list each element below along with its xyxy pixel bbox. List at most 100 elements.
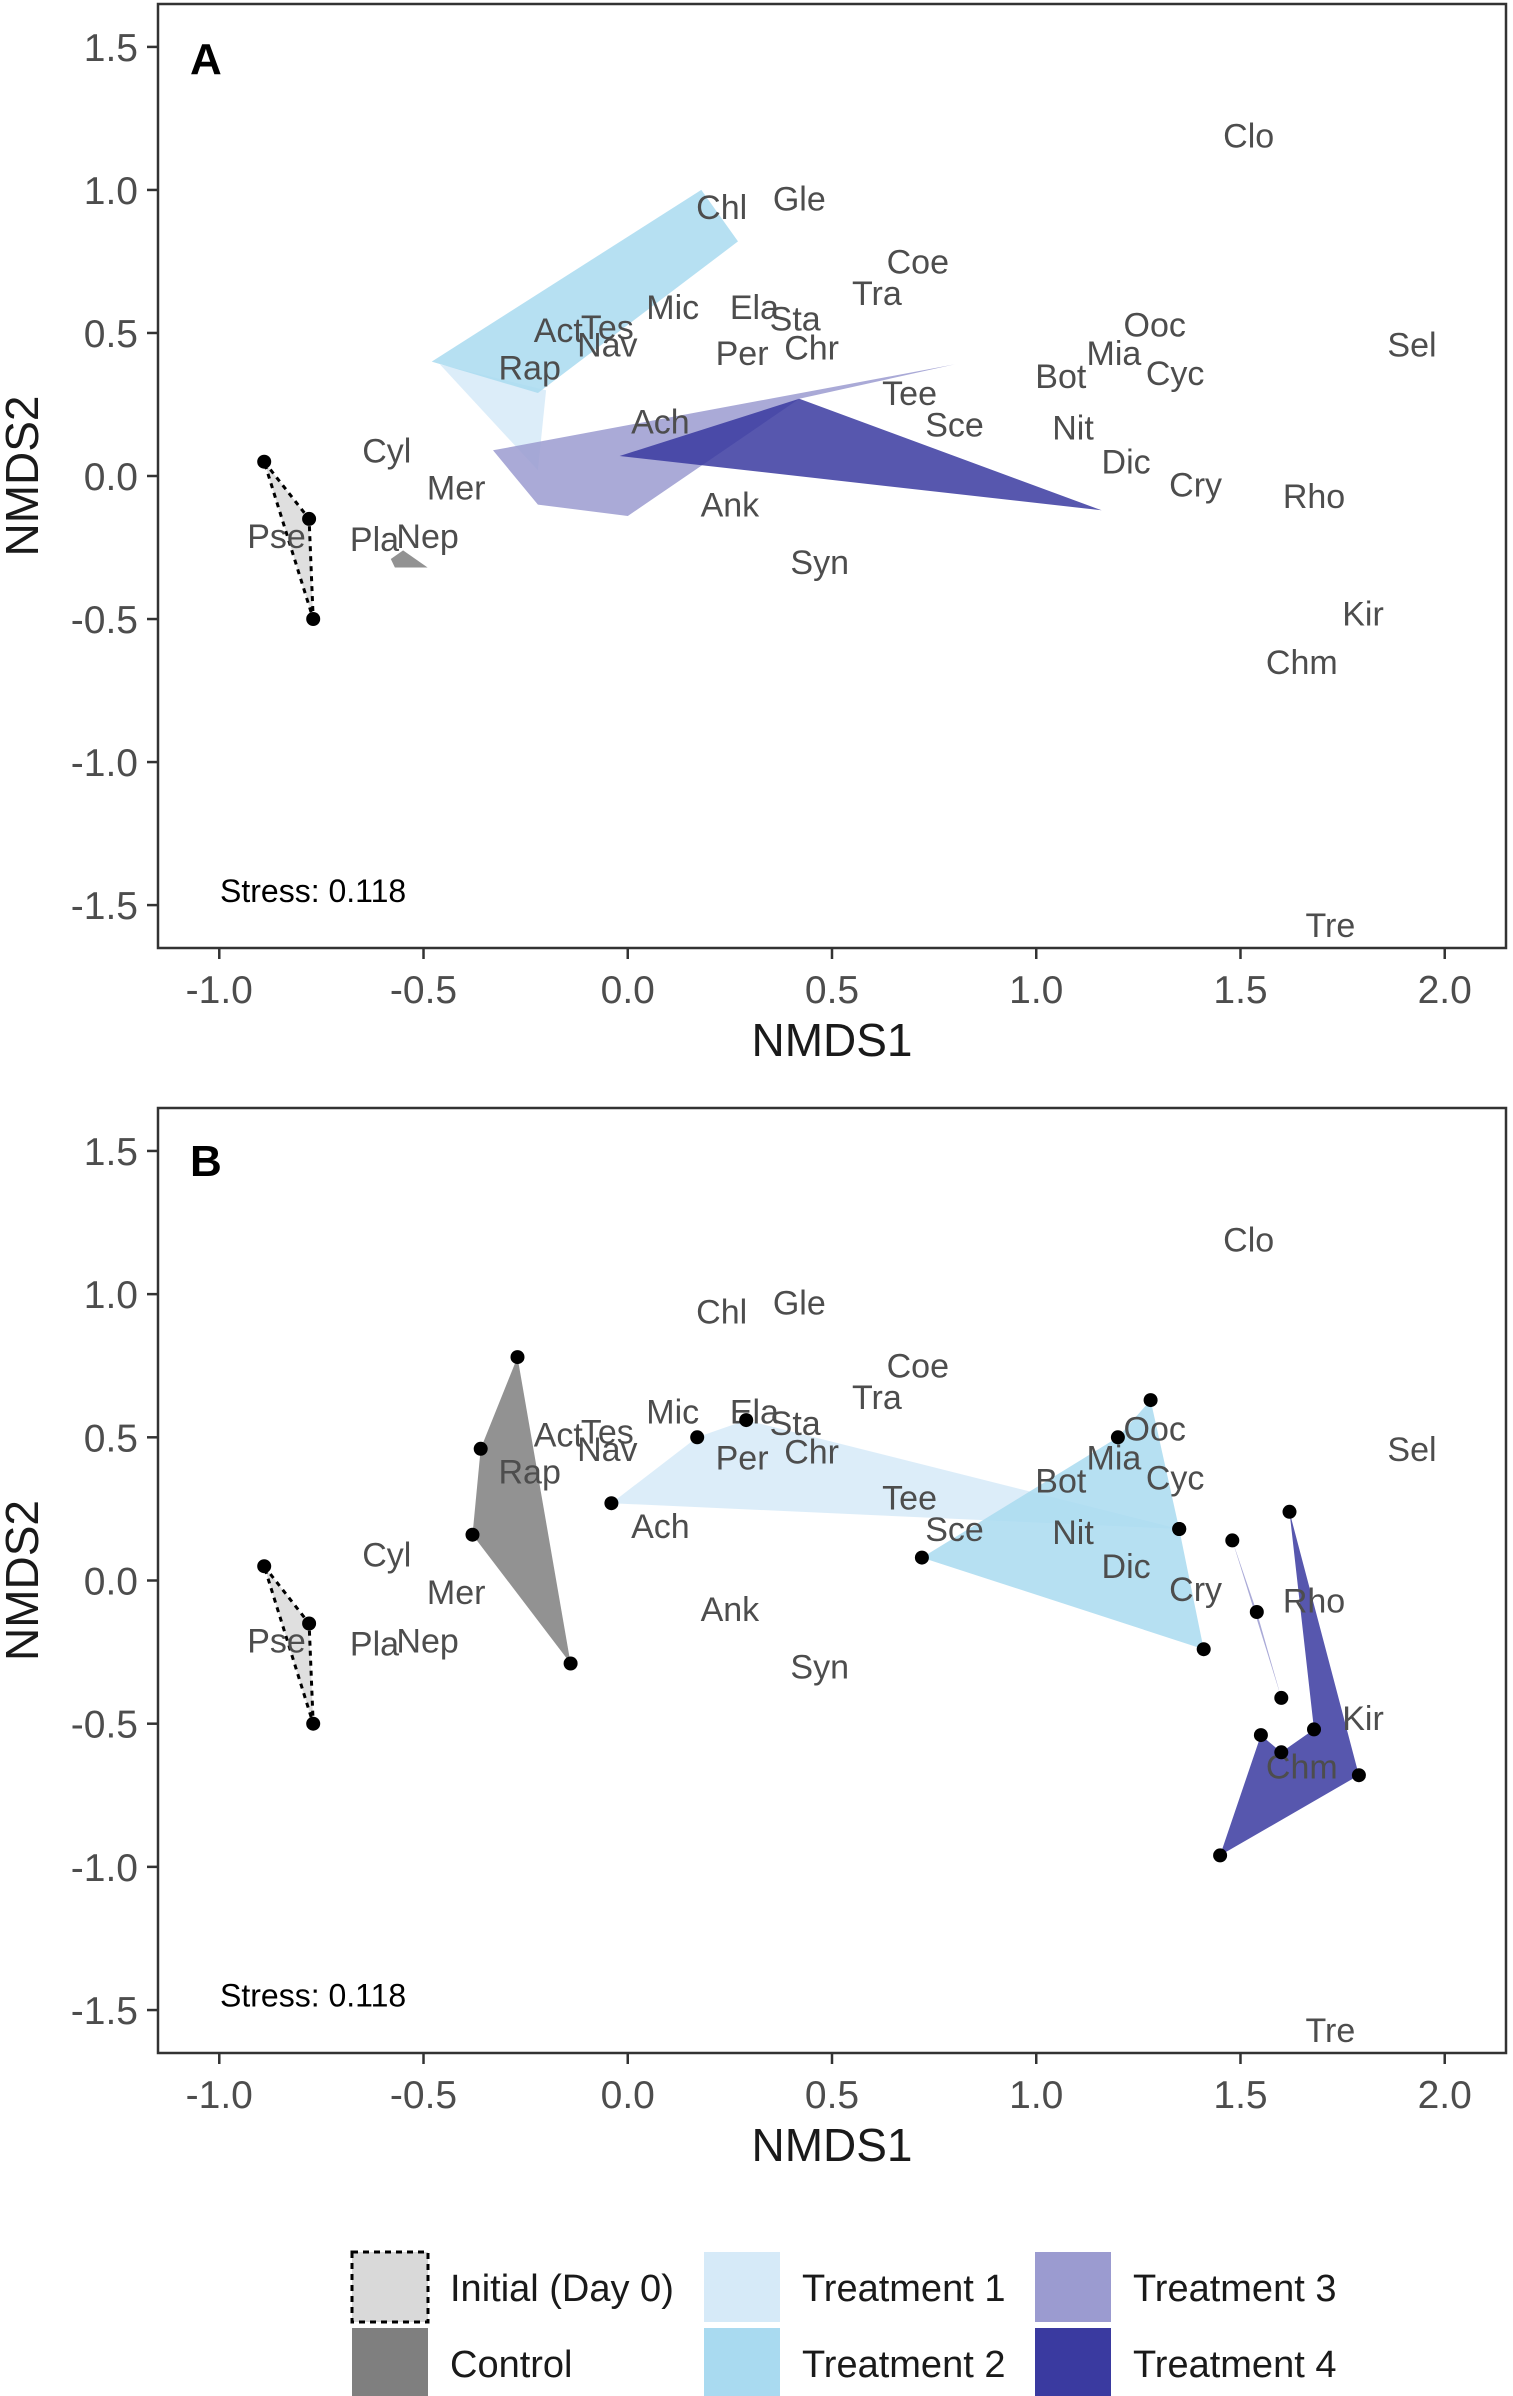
species-label-act: Act [534,1417,584,1455]
species-label-syn: Syn [790,544,849,582]
sample-point [604,1496,619,1511]
species-label-rap: Rap [499,349,561,387]
species-label-rap: Rap [499,1454,561,1492]
species-label-kir: Kir [1342,1700,1384,1738]
x-tick-label: 0.0 [601,2074,655,2117]
species-label-mer: Mer [427,469,486,507]
sample-point [473,1441,488,1456]
x-tick-label: 0.5 [805,969,859,1012]
hull-control [472,1357,571,1664]
species-label-clo: Clo [1223,1222,1274,1260]
sample-point [690,1430,705,1445]
species-label-sce: Sce [925,1511,984,1549]
panel-tag: B [190,1137,222,1186]
species-label-mer: Mer [427,1574,486,1612]
y-tick-label: 1.0 [84,170,138,213]
y-tick-label: -0.5 [71,599,138,642]
legend-label-treatment-4: Treatment 4 [1133,2344,1336,2386]
hull-treatment-2 [431,189,738,393]
sample-point [465,1527,480,1542]
species-label-nit: Nit [1052,409,1094,447]
species-label-bot: Bot [1035,358,1087,396]
species-label-pse: Pse [247,1623,306,1661]
sample-point [306,612,321,626]
legend-swatch-treatment-2 [704,2328,780,2396]
legend-label-control: Control [450,2344,573,2386]
species-label-pla: Pla [350,1626,399,1664]
x-tick-label: 1.5 [1213,2074,1267,2117]
sample-point [1282,1504,1297,1519]
species-label-chl: Chl [696,189,747,227]
legend: Initial (Day 0) Control Treatment 1 Treatme… [350,2250,1336,2396]
hull-initial-day-0 [262,1565,315,1725]
sample-point [510,1350,525,1365]
species-label-sce: Sce [925,407,984,445]
species-label-ach: Ach [631,1508,690,1546]
species-label-mia: Mia [1087,1439,1142,1477]
species-label-pla: Pla [350,521,399,559]
species-label-sel: Sel [1387,1431,1436,1469]
sample-point [302,1616,317,1631]
legend-swatch-treatment-3 [1035,2252,1111,2322]
species-label-nav: Nav [577,326,637,364]
hull-treatment-1 [439,364,547,471]
y-tick-label: -1.5 [71,885,138,928]
species-label-rho: Rho [1283,478,1345,516]
species-label-rho: Rho [1283,1583,1345,1621]
hull-treatment-3 [1232,1540,1282,1698]
species-label-ach: Ach [631,404,690,442]
species-label-cyl: Cyl [362,1537,411,1575]
legend-label-treatment-3: Treatment 3 [1133,2268,1336,2310]
sample-point [1213,1848,1228,1863]
sample-point [1172,1522,1187,1536]
y-tick-label: -1.0 [71,742,138,785]
species-label-mia: Mia [1087,335,1142,373]
panel-tag: A [190,35,222,84]
hull-treatment-4 [619,398,1102,511]
hull-layer [262,189,1102,620]
legend-label-initial-day-0: Initial (Day 0) [450,2268,674,2310]
sample-point [1253,1728,1268,1743]
y-tick-label: -1.5 [71,1990,138,2033]
y-tick-label: 0.0 [84,456,138,499]
species-label-cry: Cry [1169,1571,1222,1609]
species-label-bot: Bot [1035,1462,1087,1500]
y-tick-label: 1.5 [84,1131,138,1174]
y-axis-title: NMDS2 [0,1500,48,1661]
sample-point [306,1716,321,1731]
species-label-nep: Nep [396,1623,458,1661]
species-label-tre: Tre [1306,907,1356,945]
legend-label-treatment-2: Treatment 2 [802,2344,1005,2386]
species-label-sel: Sel [1387,326,1436,364]
sample-point [739,1413,754,1428]
plot-background [158,1108,1506,2053]
species-label-ela: Ela [730,289,779,327]
stress-annotation: Stress: 0.118 [220,873,406,909]
legend-swatch-treatment-4 [1035,2328,1111,2396]
y-axis-title: NMDS2 [0,395,48,556]
species-label-sta: Sta [770,301,821,339]
sample-points [257,454,321,626]
species-label-tes: Tes [581,1414,634,1452]
sample-point [1307,1722,1321,1737]
species-label-gle: Gle [773,181,826,219]
y-tick-label: 1.5 [84,27,138,70]
legend-swatch-treatment-1 [704,2252,780,2322]
species-label-tre: Tre [1306,2012,1356,2050]
hull-initial-day-0 [262,460,315,620]
y-tick-label: -0.5 [71,1704,138,1747]
species-label-mic: Mic [646,1394,699,1432]
x-tick-label: 1.0 [1009,2074,1063,2117]
hull-control [390,550,428,568]
species-label-ank: Ank [701,1591,761,1629]
hull-layer [262,1357,1359,1856]
x-tick-label: -0.5 [390,2074,457,2117]
y-tick-label: 1.0 [84,1274,138,1317]
sample-point [914,1550,929,1565]
y-tick-label: 0.0 [84,1561,138,1604]
